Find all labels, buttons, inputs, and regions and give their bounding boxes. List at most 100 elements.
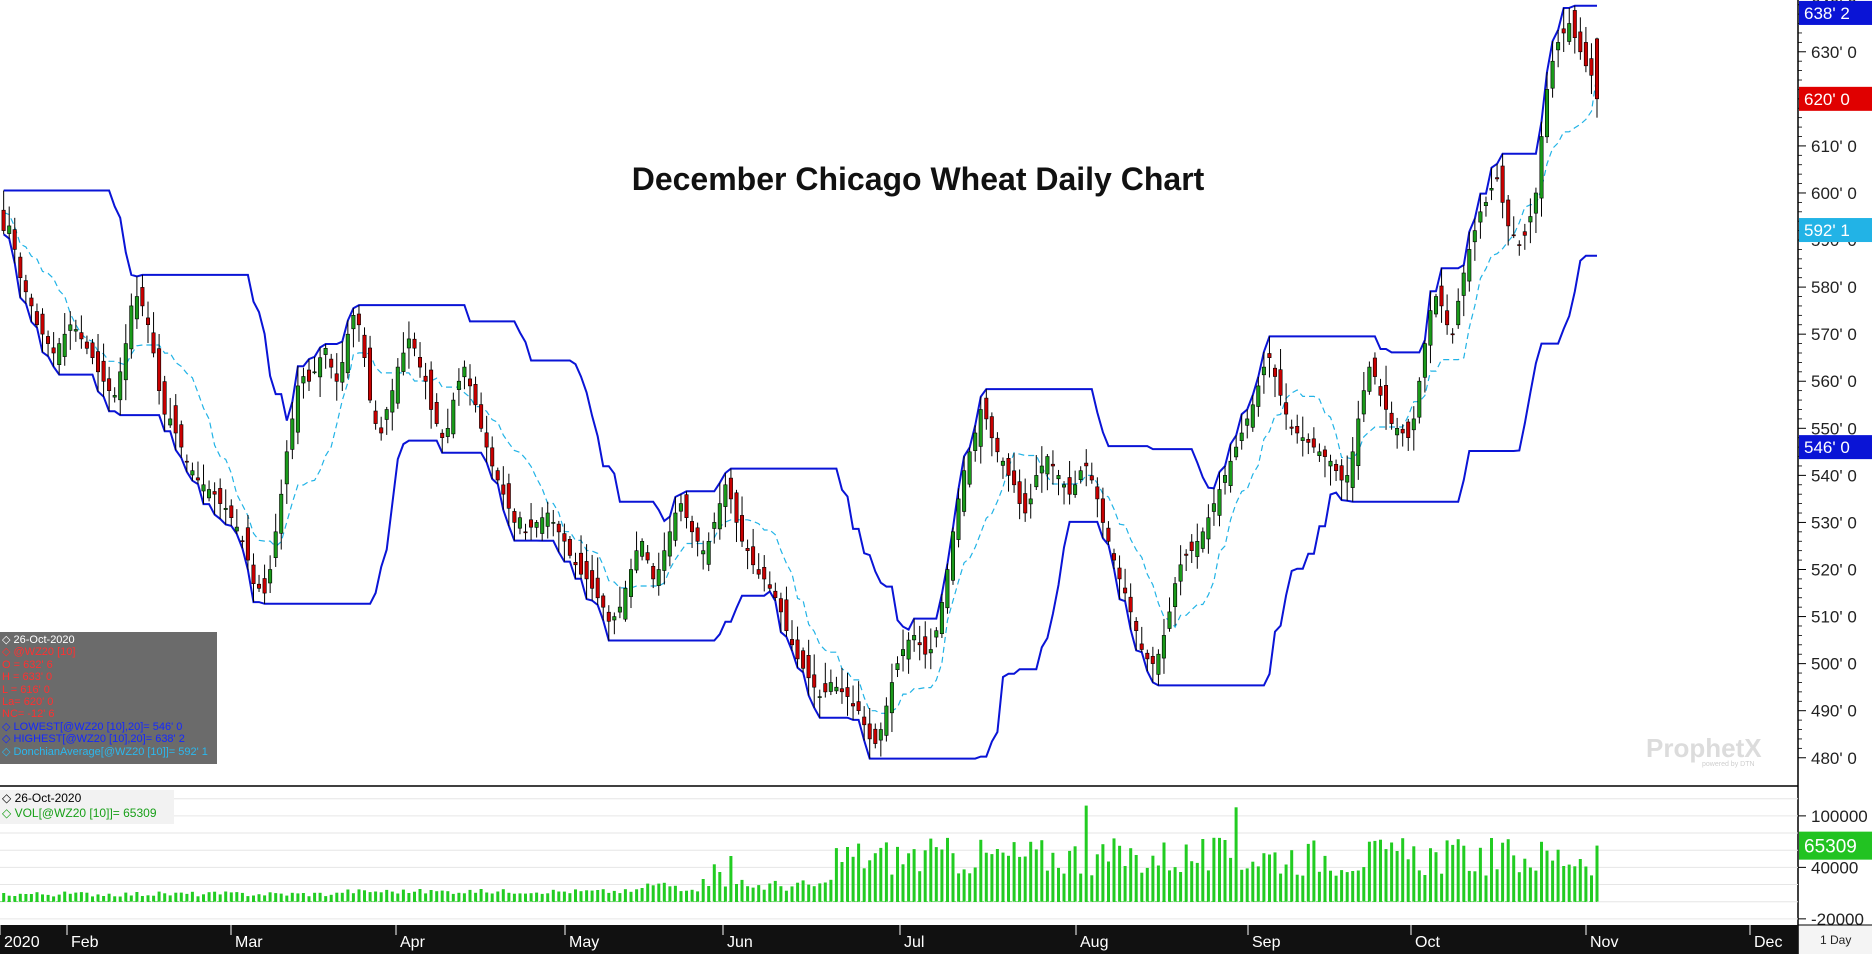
candle: [68, 311, 73, 350]
candle: [1295, 414, 1300, 444]
volume-bar: [1362, 867, 1366, 902]
candle: [340, 341, 345, 391]
candle: [29, 293, 34, 322]
candle: [1445, 294, 1450, 335]
candle: [1039, 446, 1044, 493]
volume-legend-series: ◇ VOL[@WZ20 [10]]= 65309: [2, 806, 157, 820]
candle: [712, 512, 717, 544]
volume-bar: [1323, 855, 1327, 902]
volume-bar: [91, 896, 94, 902]
candle: [7, 206, 12, 239]
candle: [1, 190, 6, 235]
candle: [1161, 618, 1166, 674]
candle: [356, 305, 361, 342]
candle: [934, 627, 939, 648]
logo-text: ProphetX: [1646, 733, 1762, 763]
volume-bar: [546, 893, 550, 902]
volume-bar: [857, 843, 861, 902]
volume-bar: [407, 893, 411, 902]
volume-bar: [579, 891, 583, 902]
candle: [1167, 597, 1172, 632]
candle: [429, 361, 434, 429]
volume-bar: [568, 893, 572, 902]
volume-bar: [1590, 875, 1593, 902]
volume-bar: [1523, 858, 1527, 902]
volume-bar: [1251, 861, 1255, 902]
month-label: Jul: [904, 934, 924, 951]
candle: [584, 544, 589, 600]
legend-net-change: NC= -12' 6: [2, 708, 55, 721]
candle: [1156, 649, 1161, 686]
candle: [362, 327, 367, 367]
candle: [256, 574, 261, 592]
candle: [678, 494, 683, 522]
candle: [1350, 437, 1355, 502]
volume-bar: [690, 889, 694, 902]
volume-bar: [7, 895, 11, 902]
candle: [1112, 548, 1117, 569]
candle: [1006, 453, 1011, 492]
volume-bar: [1445, 840, 1449, 902]
legend-high: H = 633' 0: [2, 671, 53, 684]
candle: [1483, 196, 1488, 217]
candle: [778, 592, 783, 633]
volume-bar: [235, 892, 239, 902]
candle: [1595, 37, 1600, 118]
volume-bar: [1068, 850, 1072, 902]
candle: [850, 685, 855, 720]
volume-bar: [990, 854, 994, 902]
volume-bar: [746, 886, 750, 902]
volume-bar: [1268, 854, 1271, 902]
volume-bar: [1345, 872, 1349, 902]
volume-bar: [474, 892, 478, 902]
candle: [973, 425, 978, 462]
price-tick-label: 520' 0: [1811, 560, 1857, 579]
volume-bar: [246, 896, 250, 902]
volume-bar: [646, 883, 650, 902]
volume-bar: [1090, 875, 1094, 902]
candle: [162, 375, 167, 432]
volume-bar: [268, 892, 272, 902]
legend-open: O = 632' 6: [2, 658, 53, 671]
candle: [1372, 352, 1377, 385]
volume-bar: [790, 886, 794, 902]
candle: [1361, 371, 1366, 423]
volume-tick-label: -20000: [1811, 910, 1864, 929]
volume-bar: [551, 889, 555, 902]
volume-bar: [1062, 873, 1066, 902]
volume-bar: [1201, 839, 1205, 902]
volume-bar: [501, 889, 505, 902]
volume-bar: [507, 892, 511, 902]
candle: [1356, 400, 1361, 480]
price-badge: 620' 0: [1799, 86, 1872, 111]
candle: [551, 509, 556, 537]
candle: [51, 332, 56, 367]
volume-bar: [1190, 861, 1194, 902]
candle: [456, 368, 461, 406]
candle: [351, 308, 356, 348]
month-label: May: [569, 934, 599, 951]
candle: [1517, 240, 1522, 256]
price-tick-label: 480' 0: [1811, 749, 1857, 768]
volume-bar: [1095, 854, 1099, 902]
volume-bar: [351, 893, 355, 902]
volume-bar: [35, 892, 39, 902]
volume-bar: [413, 891, 416, 902]
volume-bar: [102, 896, 106, 902]
candle: [812, 654, 817, 708]
candle: [1334, 459, 1339, 482]
volume-bar: [1306, 843, 1310, 902]
volume-bar: [229, 892, 233, 902]
candle: [201, 464, 206, 505]
volume-bar: [879, 847, 883, 902]
volume-bar: [1312, 840, 1316, 902]
candle: [1345, 455, 1350, 501]
candle: [1367, 361, 1372, 395]
interval-label[interactable]: 1 Day: [1820, 933, 1851, 947]
candle: [306, 359, 311, 392]
candle: [1084, 449, 1089, 487]
candle: [1472, 218, 1477, 261]
donchian-upper-line: [3, 4, 1597, 631]
candle: [1067, 460, 1072, 505]
volume-bar: [574, 889, 577, 902]
